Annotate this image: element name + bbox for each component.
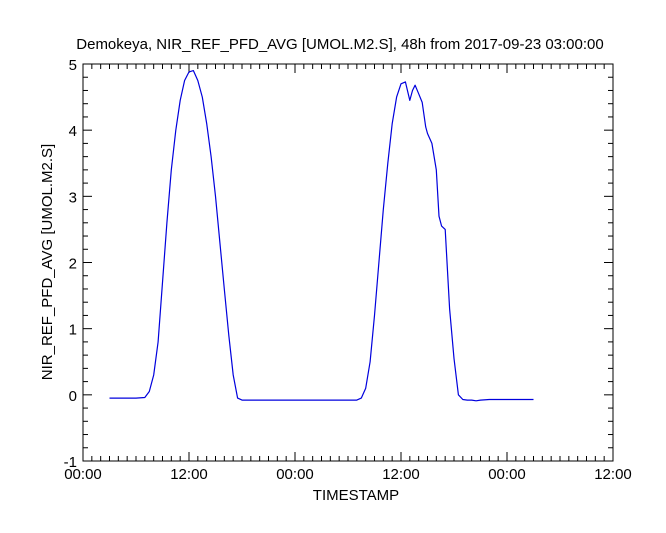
x-tick-label: 12:00 — [594, 466, 632, 483]
y-tick-label: -1 — [64, 454, 77, 471]
y-tick-label: 2 — [69, 256, 77, 273]
x-tick-label: 12:00 — [382, 466, 420, 483]
x-tick-label: 00:00 — [64, 466, 102, 483]
y-tick-label: 5 — [69, 57, 77, 74]
y-axis-label: NIR_REF_PFD_AVG [UMOL.M2.S] — [39, 144, 56, 380]
chart-title: Demokeya, NIR_REF_PFD_AVG [UMOL.M2.S], 4… — [76, 36, 603, 53]
x-tick-label: 00:00 — [276, 466, 314, 483]
x-tick-label: 00:00 — [488, 466, 526, 483]
axis-ticks — [82, 63, 614, 462]
y-tick-label: 3 — [69, 189, 77, 206]
y-tick-label: 4 — [69, 123, 77, 140]
y-tick-label: 1 — [69, 322, 77, 339]
x-axis-label: TIMESTAMP — [313, 487, 399, 504]
plot-frame — [82, 63, 614, 462]
series-layer — [109, 69, 534, 402]
x-tick-label: 12:00 — [170, 466, 208, 483]
series-line — [109, 69, 534, 402]
y-tick-label: 0 — [69, 388, 77, 405]
tick-labels: 00:00 12:00 00:00 12:00 00:00 12:00 -1 0 1 2 3 4 5 — [64, 57, 632, 483]
